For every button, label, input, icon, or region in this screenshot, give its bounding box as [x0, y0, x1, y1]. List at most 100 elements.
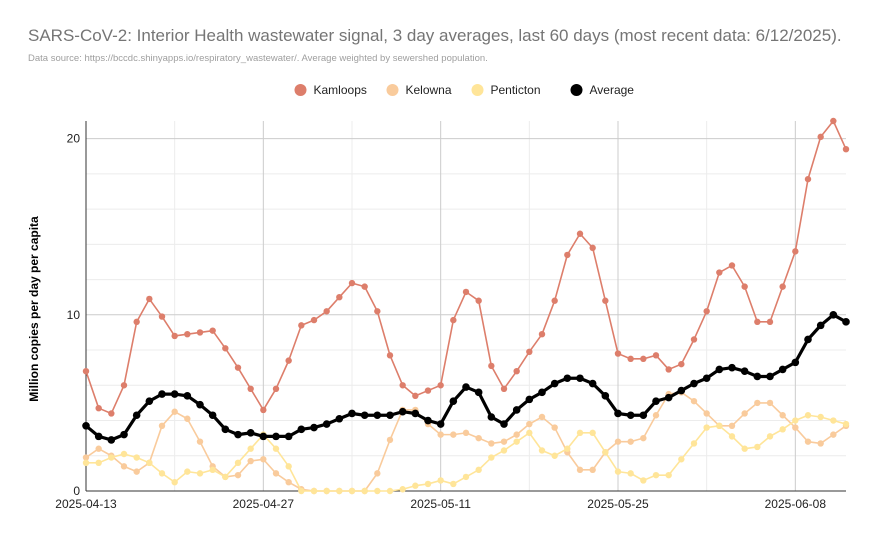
data-point-kelowna — [614, 438, 622, 445]
data-point-kamloops — [766, 318, 774, 326]
data-point-kelowna — [260, 456, 267, 463]
data-point-kelowna — [247, 457, 254, 465]
data-point-average — [626, 411, 635, 420]
data-point-average — [766, 372, 774, 381]
data-point-penticton — [678, 456, 685, 463]
data-point-kamloops — [842, 145, 850, 153]
data-point-kelowna — [627, 438, 634, 445]
data-point-penticton — [804, 412, 812, 419]
legend-label: Penticton — [491, 83, 541, 97]
data-point-kelowna — [640, 434, 647, 442]
data-point-average — [246, 429, 255, 437]
data-point-kelowna — [830, 431, 837, 438]
data-point-penticton — [386, 487, 394, 495]
data-point-kelowna — [741, 410, 748, 417]
data-point-penticton — [602, 449, 609, 456]
data-point-average — [335, 414, 344, 423]
data-point-average — [474, 388, 483, 397]
data-point-penticton — [336, 487, 343, 495]
data-point-average — [183, 392, 192, 400]
data-point-kelowna — [158, 422, 166, 430]
data-point-kelowna — [792, 424, 799, 431]
data-point-penticton — [716, 422, 723, 430]
legend-item-average[interactable]: Average — [570, 83, 635, 97]
data-point-kamloops — [500, 385, 508, 393]
data-point-kelowna — [450, 431, 457, 438]
data-point-average — [436, 420, 445, 428]
data-point-kelowna — [690, 397, 698, 405]
data-point-kamloops — [412, 392, 419, 400]
data-point-penticton — [513, 438, 520, 445]
data-point-penticton — [323, 487, 330, 495]
data-point-penticton — [450, 480, 457, 488]
data-point-kelowna — [766, 399, 774, 407]
data-point-average — [601, 392, 610, 400]
data-point-average — [322, 420, 331, 428]
data-point-kelowna — [551, 424, 558, 431]
data-point-penticton — [475, 466, 482, 474]
data-point-average — [411, 409, 420, 418]
legend-item-kamloops[interactable]: Kamloops — [294, 83, 367, 97]
data-point-kamloops — [741, 283, 748, 290]
legend-swatch — [294, 84, 307, 96]
data-point-kamloops — [399, 382, 406, 389]
data-point-average — [82, 422, 90, 430]
y-tick-label: 10 — [67, 308, 81, 322]
data-point-average — [234, 430, 242, 439]
data-point-kelowna — [804, 438, 812, 445]
legend: Kamloops Kelowna Penticton Average — [294, 83, 635, 97]
data-point-penticton — [209, 466, 216, 474]
data-point-average — [208, 411, 217, 420]
data-point-penticton — [234, 459, 242, 467]
data-point-penticton — [285, 463, 292, 470]
legend-item-penticton[interactable]: Penticton — [471, 83, 541, 97]
x-tick-label: 2025-06-08 — [765, 497, 827, 511]
data-point-kelowna — [703, 410, 710, 417]
data-point-penticton — [830, 417, 837, 424]
data-point-average — [487, 413, 496, 421]
legend-label: Kelowna — [406, 83, 452, 97]
data-point-kamloops — [348, 279, 356, 287]
data-point-kamloops — [462, 288, 470, 296]
data-point-penticton — [298, 487, 305, 495]
data-point-penticton — [462, 473, 470, 481]
legend-item-kelowna[interactable]: Kelowna — [386, 83, 452, 97]
data-point-kamloops — [602, 297, 609, 304]
data-point-kamloops — [285, 357, 292, 364]
data-point-kelowna — [652, 412, 660, 419]
chart-subtitle: Data source: https://bccdc.shinyapps.io/… — [28, 53, 488, 64]
data-point-average — [550, 379, 559, 388]
data-point-penticton — [551, 452, 558, 459]
data-point-kamloops — [640, 355, 647, 363]
data-point-penticton — [488, 454, 495, 461]
data-point-kamloops — [538, 330, 546, 338]
y-tick-label: 20 — [67, 132, 81, 146]
data-point-kelowna — [779, 412, 786, 419]
data-point-kamloops — [184, 330, 191, 338]
data-point-kelowna — [234, 471, 242, 479]
data-point-average — [778, 365, 787, 374]
data-point-kelowna — [437, 431, 444, 438]
data-point-average — [652, 397, 660, 405]
data-point-penticton — [146, 459, 153, 467]
data-point-average — [132, 411, 141, 420]
data-point-average — [740, 367, 749, 375]
data-point-average — [360, 411, 369, 420]
data-point-kelowna — [513, 431, 520, 438]
data-point-kamloops — [817, 133, 824, 141]
data-point-kamloops — [260, 406, 267, 414]
data-point-penticton — [627, 470, 634, 477]
data-point-average — [677, 386, 686, 395]
data-point-penticton — [108, 454, 115, 461]
data-point-penticton — [754, 443, 761, 451]
data-point-penticton — [412, 482, 419, 489]
data-point-kamloops — [374, 308, 381, 315]
data-point-average — [94, 432, 103, 441]
data-point-penticton — [703, 424, 710, 431]
data-point-kamloops — [716, 269, 723, 276]
data-point-average — [664, 393, 673, 402]
data-point-penticton — [184, 468, 191, 475]
data-point-kelowna — [475, 434, 482, 442]
data-point-kamloops — [526, 348, 533, 356]
